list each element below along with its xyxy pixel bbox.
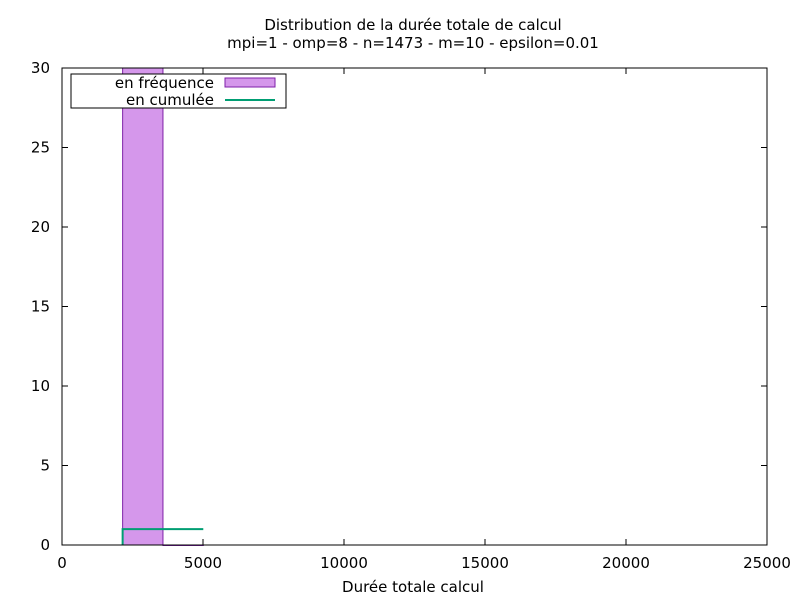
x-tick-label: 25000 [743,554,791,572]
x-tick-label: 0 [57,554,67,572]
y-tick-label: 0 [40,536,50,554]
histogram-bar-0 [122,67,164,546]
y-axis-ticks: 0 5 10 15 20 25 30 [31,59,767,554]
x-tick-label: 10000 [320,554,368,572]
y-tick-label: 20 [31,218,50,236]
chart-title: Distribution de la durée totale de calcu… [264,16,561,34]
y-tick-label: 15 [31,298,50,316]
legend-swatch-frequency [224,77,276,88]
y-tick-label: 5 [40,457,50,475]
cumulative-step-line [121,528,204,545]
x-tick-label: 20000 [602,554,650,572]
legend-label-frequency: en fréquence [115,74,214,92]
y-tick-label: 25 [31,139,50,157]
x-axis-label: Durée totale calcul [342,578,484,596]
legend-label-cumulative: en cumulée [126,91,214,109]
y-tick-label: 30 [31,59,50,77]
x-tick-label: 15000 [461,554,509,572]
chart-subtitle: mpi=1 - omp=8 - n=1473 - m=10 - epsilon=… [227,34,599,52]
y-tick-label: 10 [31,377,50,395]
legend: en fréquence en cumulée [70,73,287,109]
plot-content [121,67,204,546]
x-axis-ticks: 0 5000 10000 15000 20000 25000 [57,68,791,572]
x-tick-label: 5000 [184,554,222,572]
plot-frame [61,67,768,546]
